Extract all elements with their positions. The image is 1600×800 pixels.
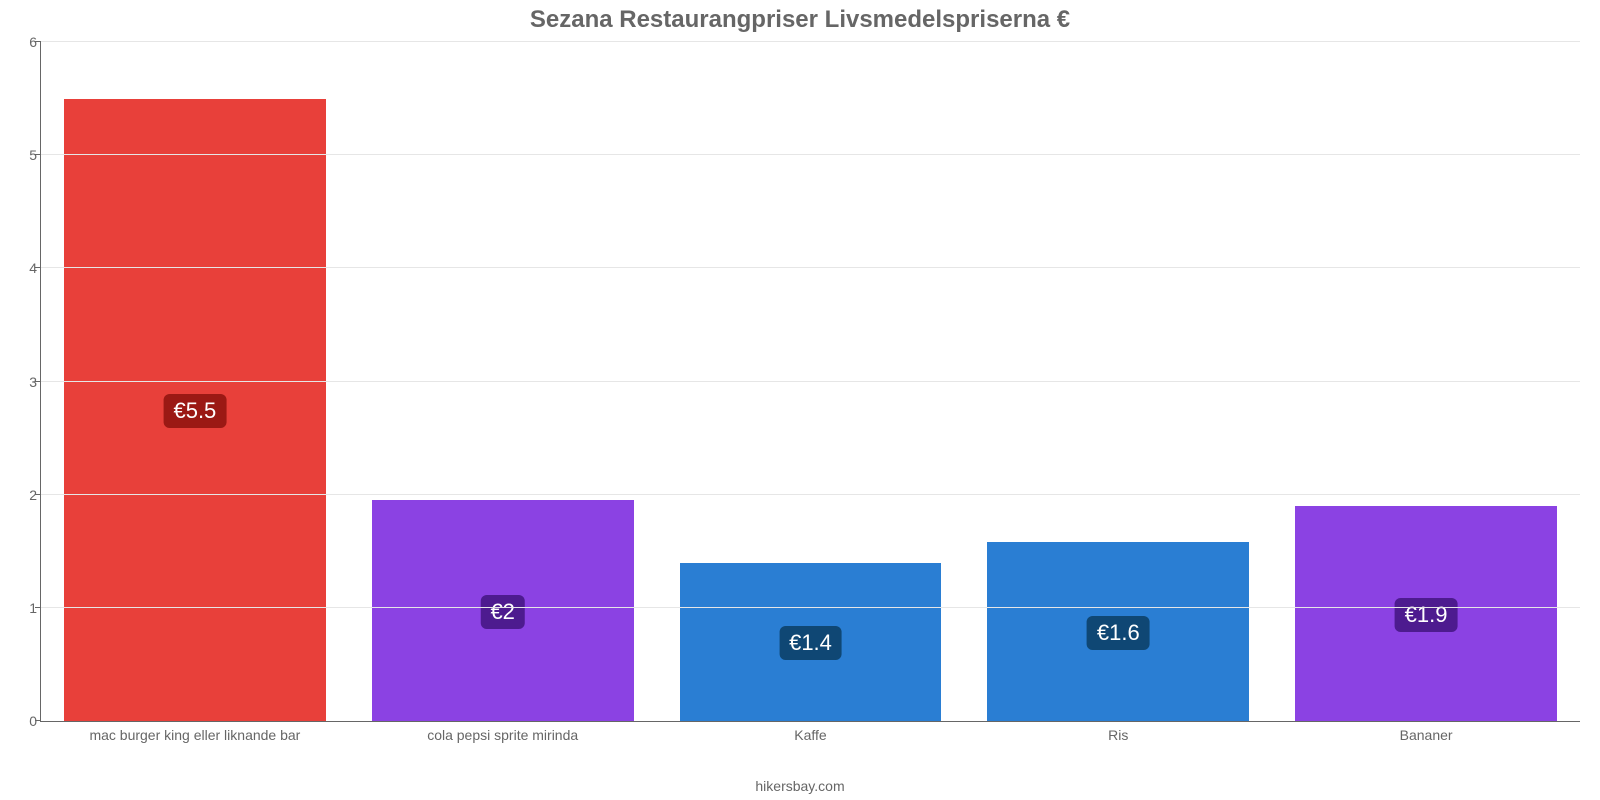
grid-line	[41, 154, 1580, 155]
y-tick-label: 3	[15, 374, 37, 390]
plot-area: €5.5€2€1.4€1.6€1.9 0123456mac burger kin…	[40, 42, 1580, 722]
grid-line	[41, 381, 1580, 382]
x-category-label: Bananer	[1400, 727, 1453, 743]
bar-value-label: €5.5	[163, 394, 226, 428]
bars-layer: €5.5 €2 €1.4 €1.6 €1.9	[41, 42, 1580, 721]
bar-value-label: €1.9	[1395, 598, 1458, 632]
grid-line	[41, 494, 1580, 495]
x-category-label: Ris	[1108, 727, 1128, 743]
bar-value-label: €1.6	[1087, 616, 1150, 650]
y-tick-label: 0	[15, 713, 37, 729]
y-tick-label: 4	[15, 260, 37, 276]
grid-line	[41, 607, 1580, 608]
chart-attribution: hikersbay.com	[0, 778, 1600, 794]
bar-value-label: €1.4	[779, 626, 842, 660]
grid-line	[41, 41, 1580, 42]
bar-value-label: €2	[480, 595, 524, 629]
y-tick-label: 5	[15, 147, 37, 163]
chart-container: Sezana Restaurangpriser Livsmedelspriser…	[0, 0, 1600, 800]
y-tick-label: 1	[15, 600, 37, 616]
grid-line	[41, 267, 1580, 268]
x-category-label: mac burger king eller liknande bar	[89, 727, 300, 743]
x-category-label: cola pepsi sprite mirinda	[427, 727, 578, 743]
x-category-label: Kaffe	[794, 727, 826, 743]
y-tick-label: 2	[15, 487, 37, 503]
y-tick-label: 6	[15, 34, 37, 50]
chart-title: Sezana Restaurangpriser Livsmedelspriser…	[0, 6, 1600, 34]
